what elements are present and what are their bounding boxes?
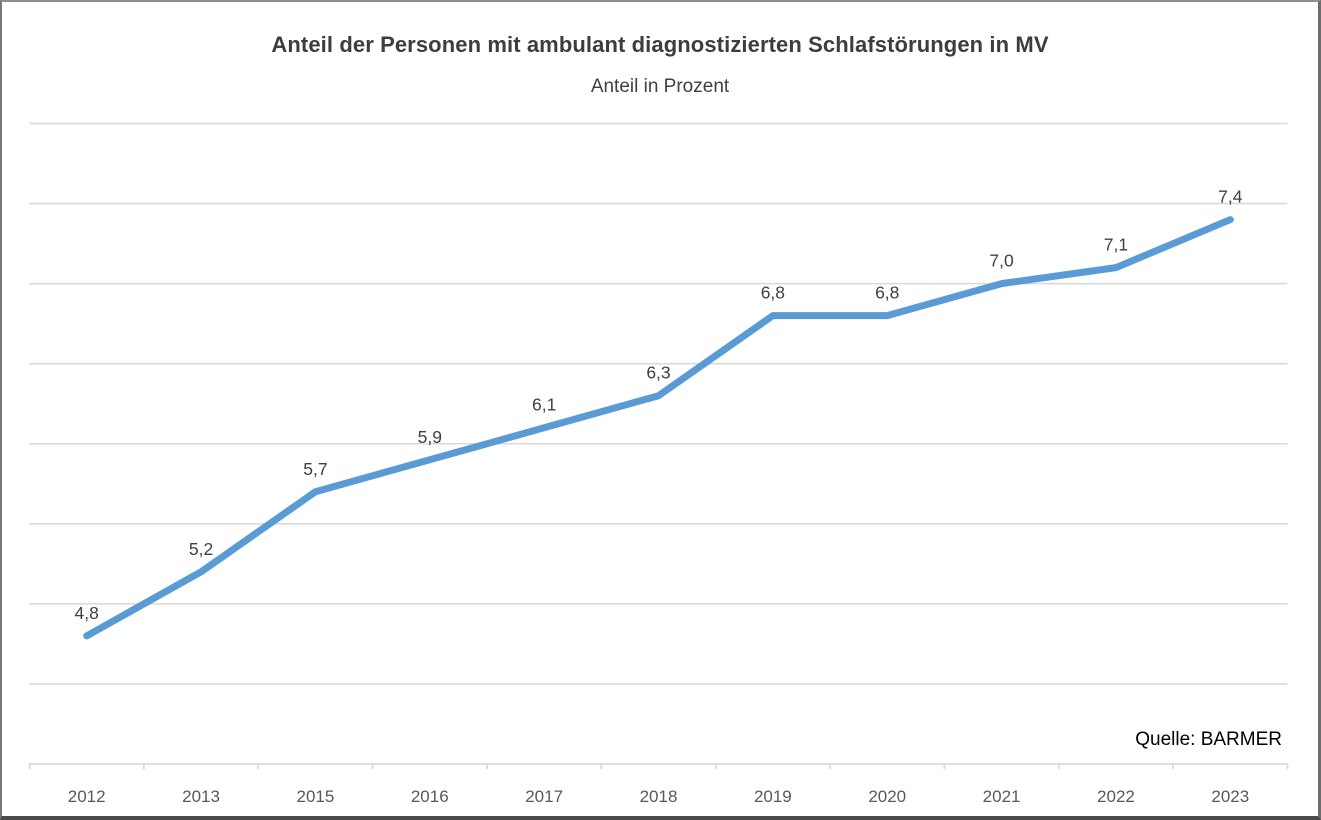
x-axis-label: 2016 <box>411 787 449 806</box>
data-label: 6,1 <box>532 395 556 415</box>
data-label: 7,0 <box>989 251 1014 271</box>
chart-title: Anteil der Personen mit ambulant diagnos… <box>271 32 1049 57</box>
x-axis-label: 2017 <box>525 787 563 806</box>
data-label: 6,8 <box>875 283 899 303</box>
data-label: 7,1 <box>1104 235 1128 255</box>
x-axis-label: 2015 <box>296 787 334 806</box>
data-label: 5,9 <box>418 427 442 447</box>
data-label: 7,4 <box>1218 187 1243 207</box>
x-axis-label: 2022 <box>1097 787 1135 806</box>
data-label: 5,7 <box>303 459 327 479</box>
source-label: Quelle: BARMER <box>1135 729 1282 750</box>
chart-subtitle: Anteil in Prozent <box>590 76 730 97</box>
x-axis-label: 2023 <box>1211 787 1249 806</box>
data-label: 6,3 <box>646 363 670 383</box>
data-label: 4,8 <box>75 603 99 623</box>
x-axis-label: 2020 <box>868 787 906 806</box>
x-axis-label: 2018 <box>640 787 678 806</box>
x-axis-label: 2021 <box>983 787 1021 806</box>
x-axis-label: 2019 <box>754 787 792 806</box>
data-label: 5,2 <box>189 539 213 559</box>
x-axis-label: 2012 <box>68 787 106 806</box>
x-axis-label: 2013 <box>182 787 220 806</box>
data-label: 6,8 <box>761 283 785 303</box>
data-line-series <box>83 216 1234 640</box>
